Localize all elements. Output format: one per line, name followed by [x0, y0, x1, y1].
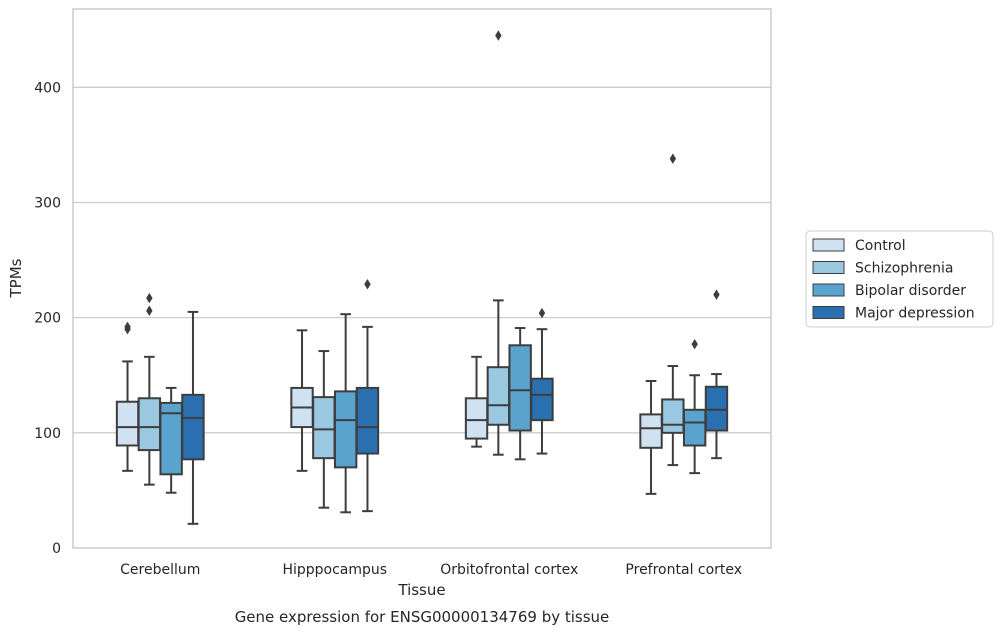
- outlier-marker: [713, 289, 720, 300]
- legend-entry-label: Control: [855, 238, 906, 254]
- box-groups: [115, 30, 729, 525]
- gridlines: [73, 86, 771, 434]
- iqr-box: [115, 400, 140, 447]
- legend-entry-label: Schizophrenia: [855, 261, 953, 277]
- iqr-box: [508, 344, 532, 432]
- legend-swatch: [812, 306, 845, 319]
- x-tick-label: Hipppocampus: [282, 562, 387, 578]
- box-group: [290, 329, 314, 472]
- box-group: [115, 321, 140, 472]
- legend-entry-label: Bipolar disorder: [855, 283, 966, 299]
- box-group: [137, 292, 162, 486]
- iqr-box: [486, 366, 511, 426]
- iqr-box: [333, 390, 358, 469]
- legend-swatch: [812, 283, 845, 297]
- x-tick-labels: Cerebellum Hipppocampus Orbitofrontal cort…: [120, 562, 742, 578]
- box-group: [355, 279, 380, 513]
- y-tick-label: 200: [34, 311, 61, 327]
- iqr-box: [661, 398, 685, 434]
- iqr-box: [137, 397, 162, 452]
- iqr-box: [181, 393, 205, 461]
- legend-frame: [805, 230, 994, 328]
- outlier-marker: [691, 338, 698, 350]
- outlier-marker: [124, 321, 131, 333]
- box-group: [159, 386, 183, 494]
- legend-swatch: [812, 238, 845, 252]
- x-tick-label: Prefrontal cortex: [625, 562, 742, 578]
- box-group: [639, 380, 663, 495]
- box-group: [682, 338, 707, 475]
- iqr-box: [355, 386, 380, 455]
- box-group: [486, 30, 511, 456]
- iqr-box: [704, 385, 729, 432]
- y-tick-label: 100: [34, 426, 61, 442]
- outlier-marker: [669, 153, 677, 164]
- y-axis-label: TPMs: [7, 258, 25, 298]
- iqr-box: [312, 396, 336, 460]
- box-group: [312, 350, 336, 509]
- series-major-depression: [181, 279, 729, 525]
- legend: Control Schizophrenia Bipolar disorder Majo…: [805, 230, 994, 328]
- box-group: [464, 355, 489, 448]
- box-group: [508, 327, 532, 461]
- x-axis-label: Tissue: [397, 581, 445, 599]
- box-group: [181, 310, 205, 525]
- box-group: [530, 307, 554, 455]
- outlier-marker: [364, 279, 371, 290]
- outlier-marker: [146, 292, 153, 304]
- legend-entry-label: Major depression: [855, 306, 975, 322]
- box-group: [333, 313, 358, 514]
- x-tick-label: Cerebellum: [120, 562, 200, 578]
- iqr-box: [682, 408, 707, 447]
- series-bipolar-disorder: [159, 313, 707, 514]
- y-tick-label: 400: [34, 80, 61, 96]
- chart-caption: Gene expression for ENSG00000134769 by t…: [235, 608, 610, 626]
- series-schizophrenia: [137, 30, 685, 509]
- outlier-marker: [146, 305, 153, 316]
- box-group: [661, 153, 685, 467]
- y-tick-label: 0: [52, 541, 61, 557]
- box-group: [704, 289, 729, 460]
- outlier-marker: [538, 307, 546, 319]
- iqr-box: [464, 397, 489, 440]
- x-tick-label: Orbitofrontal cortex: [440, 562, 578, 578]
- y-tick-labels: 0 100 200 300 400: [34, 80, 61, 557]
- legend-swatch: [812, 261, 845, 274]
- iqr-box: [530, 377, 554, 422]
- y-tick-label: 300: [34, 195, 61, 211]
- outlier-marker: [495, 30, 502, 41]
- iqr-box: [639, 413, 663, 449]
- plot-frame: [72, 8, 772, 549]
